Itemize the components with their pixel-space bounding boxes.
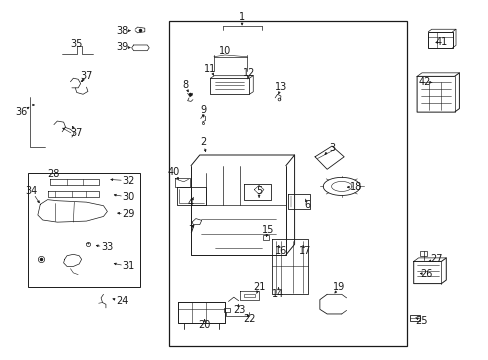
- Text: 17: 17: [299, 247, 311, 256]
- Text: 37: 37: [70, 128, 83, 138]
- Bar: [419, 251, 427, 256]
- Text: 41: 41: [434, 37, 447, 48]
- Text: 22: 22: [243, 314, 255, 324]
- Text: 23: 23: [233, 305, 245, 315]
- Text: 29: 29: [122, 209, 135, 219]
- Text: 38: 38: [116, 26, 128, 36]
- Bar: [169, 21, 407, 346]
- Bar: [263, 235, 268, 240]
- Bar: [427, 32, 452, 48]
- Text: 13: 13: [274, 82, 286, 92]
- Text: 4: 4: [187, 198, 194, 208]
- Text: 15: 15: [261, 225, 273, 235]
- Text: 16: 16: [274, 247, 286, 256]
- Text: 32: 32: [122, 176, 135, 186]
- Text: 1: 1: [239, 13, 244, 22]
- Text: 28: 28: [48, 169, 60, 179]
- Text: 36: 36: [16, 107, 28, 117]
- Text: 7: 7: [187, 225, 194, 235]
- Bar: [224, 308, 229, 312]
- Text: 21: 21: [252, 282, 264, 292]
- Text: 39: 39: [116, 42, 128, 52]
- Text: 14: 14: [272, 289, 284, 299]
- Text: 34: 34: [25, 186, 38, 196]
- Text: 6: 6: [304, 200, 310, 210]
- Text: 8: 8: [182, 80, 188, 90]
- Bar: [243, 294, 255, 297]
- Text: 12: 12: [243, 68, 255, 78]
- Bar: [409, 315, 419, 321]
- Text: 9: 9: [200, 105, 206, 115]
- Text: 27: 27: [429, 254, 442, 264]
- Bar: [28, 173, 140, 287]
- Text: 25: 25: [415, 316, 427, 326]
- Text: 3: 3: [328, 143, 334, 153]
- Text: 20: 20: [198, 320, 210, 330]
- Text: 31: 31: [122, 261, 135, 271]
- Text: 5: 5: [255, 186, 262, 196]
- Text: 11: 11: [204, 64, 216, 74]
- Text: 33: 33: [101, 242, 113, 252]
- Text: 10: 10: [219, 46, 231, 57]
- Text: 26: 26: [420, 269, 432, 279]
- Text: 24: 24: [116, 296, 128, 306]
- Text: 40: 40: [167, 167, 180, 177]
- Text: 2: 2: [200, 138, 206, 148]
- Text: 30: 30: [122, 192, 135, 202]
- Text: 37: 37: [80, 71, 92, 81]
- Text: 19: 19: [332, 282, 345, 292]
- Text: 42: 42: [417, 77, 430, 87]
- Text: 18: 18: [349, 182, 362, 192]
- Text: 35: 35: [70, 39, 83, 49]
